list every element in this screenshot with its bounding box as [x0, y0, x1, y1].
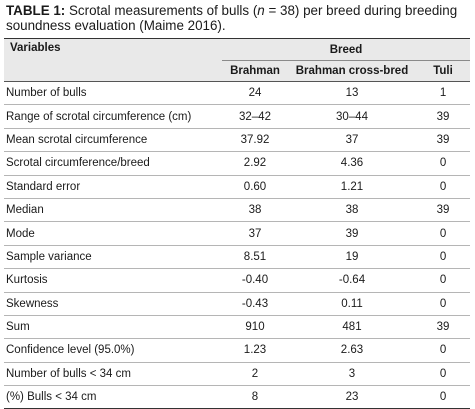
- row-label: Scrotal circumference/breed: [4, 151, 222, 176]
- row-label: Number of bulls < 34 cm: [4, 362, 222, 387]
- brahman-cross-bred-value: 30–44: [288, 104, 416, 129]
- table-row: Kurtosis -0.40 -0.64 0: [4, 268, 471, 293]
- table-row: Standard error 0.60 1.21 0: [4, 175, 471, 199]
- table-caption: TABLE 1: Scrotal measurements of bulls (…: [6, 0, 471, 33]
- brahman-value: 24: [222, 80, 288, 106]
- brahman-value: 32–42: [222, 104, 288, 129]
- row-label: Kurtosis: [4, 268, 222, 293]
- tuli-value: 0: [416, 385, 471, 409]
- tuli-value: 0: [416, 221, 471, 246]
- brahman-cross-bred-value: 2.63: [288, 338, 416, 363]
- table-row: Scrotal circumference/breed 2.92 4.36 0: [4, 151, 471, 176]
- brahman-value: 37: [222, 221, 288, 246]
- table-row: Mode 37 39 0: [4, 221, 471, 246]
- table-header: Variables Breed Brahman Brahman cross-br…: [4, 38, 471, 82]
- tuli-value: 0: [416, 245, 471, 270]
- tuli-value: 39: [416, 128, 471, 153]
- table-row: Sample variance 8.51 19 0: [4, 245, 471, 270]
- brahman-cross-bred-value: 0.11: [288, 292, 416, 316]
- tuli-value: 39: [416, 198, 471, 223]
- row-label: Sample variance: [4, 245, 222, 270]
- brahman-value: 37.92: [222, 128, 288, 153]
- row-label: Mode: [4, 221, 222, 246]
- brahman-cross-bred-value: 481: [288, 315, 416, 340]
- brahman-cross-bred-value: 1.21: [288, 175, 416, 199]
- brahman-cross-bred-value: 3: [288, 362, 416, 387]
- variables-column-header: Variables: [4, 38, 222, 82]
- brahman-cross-bred-value: 19: [288, 245, 416, 270]
- row-label: Sum: [4, 315, 222, 340]
- header-row-breeds: Brahman Brahman cross-bred Tuli: [4, 60, 471, 82]
- caption-text-start: Scrotal measurements of bulls (: [65, 3, 258, 18]
- table-row: Confidence level (95.0%) 1.23 2.63 0: [4, 338, 471, 363]
- column-header-brahman-cross-bred: Brahman cross-bred: [288, 60, 416, 82]
- brahman-cross-bred-value: 4.36: [288, 151, 416, 176]
- tuli-value: 0: [416, 151, 471, 176]
- tuli-value: 39: [416, 104, 471, 129]
- row-label: Range of scrotal circumference (cm): [4, 104, 222, 129]
- breed-group-header: Breed: [222, 38, 471, 61]
- brahman-cross-bred-value: 37: [288, 128, 416, 153]
- table-row: (%) Bulls < 34 cm 8 23 0: [4, 385, 471, 409]
- column-header-tuli: Tuli: [416, 60, 471, 82]
- row-label: Mean scrotal circumference: [4, 128, 222, 153]
- brahman-value: 8: [222, 385, 288, 409]
- brahman-cross-bred-value: 23: [288, 385, 416, 409]
- tuli-value: 0: [416, 292, 471, 316]
- brahman-value: 8.51: [222, 245, 288, 270]
- table-row: Mean scrotal circumference 37.92 37 39: [4, 128, 471, 153]
- brahman-value: 38: [222, 198, 288, 223]
- caption-text-end: = 38) per breed during breeding soundnes…: [6, 3, 458, 33]
- tuli-value: 0: [416, 175, 471, 199]
- row-label: Skewness: [4, 292, 222, 316]
- row-label: Median: [4, 198, 222, 223]
- brahman-value: 1.23: [222, 338, 288, 363]
- table-row: Sum 910 481 39: [4, 315, 471, 340]
- row-label: Number of bulls: [4, 80, 222, 106]
- brahman-value: 2.92: [222, 151, 288, 176]
- row-label: Confidence level (95.0%): [4, 338, 222, 363]
- brahman-value: -0.40: [222, 268, 288, 293]
- brahman-cross-bred-value: 38: [288, 198, 416, 223]
- brahman-value: 0.60: [222, 175, 288, 199]
- tuli-value: 39: [416, 315, 471, 340]
- table-row: Range of scrotal circumference (cm) 32–42…: [4, 104, 471, 129]
- table-body: Number of bulls 24 13 1 Range of scrotal cir…: [4, 80, 471, 409]
- brahman-cross-bred-value: 39: [288, 221, 416, 246]
- brahman-value: 2: [222, 362, 288, 387]
- brahman-cross-bred-value: 13: [288, 80, 416, 106]
- scrotal-measurements-table: Variables Breed Brahman Brahman cross-br…: [4, 38, 471, 409]
- row-label: Standard error: [4, 175, 222, 199]
- tuli-value: 0: [416, 362, 471, 387]
- brahman-value: 910: [222, 315, 288, 340]
- table-row: Number of bulls < 34 cm 2 3 0: [4, 362, 471, 387]
- column-header-brahman: Brahman: [222, 60, 288, 82]
- brahman-cross-bred-value: -0.64: [288, 268, 416, 293]
- table-row: Number of bulls 24 13 1: [4, 80, 471, 106]
- row-label: (%) Bulls < 34 cm: [4, 385, 222, 409]
- table-row: Median 38 38 39: [4, 198, 471, 223]
- brahman-value: -0.43: [222, 292, 288, 316]
- caption-n-symbol: n: [257, 3, 265, 18]
- tuli-value: 0: [416, 268, 471, 293]
- header-row-top: Variables Breed: [4, 38, 471, 82]
- tuli-value: 0: [416, 338, 471, 363]
- table-row: Skewness -0.43 0.11 0: [4, 292, 471, 316]
- tuli-value: 1: [416, 80, 471, 106]
- caption-label: TABLE 1:: [6, 3, 66, 18]
